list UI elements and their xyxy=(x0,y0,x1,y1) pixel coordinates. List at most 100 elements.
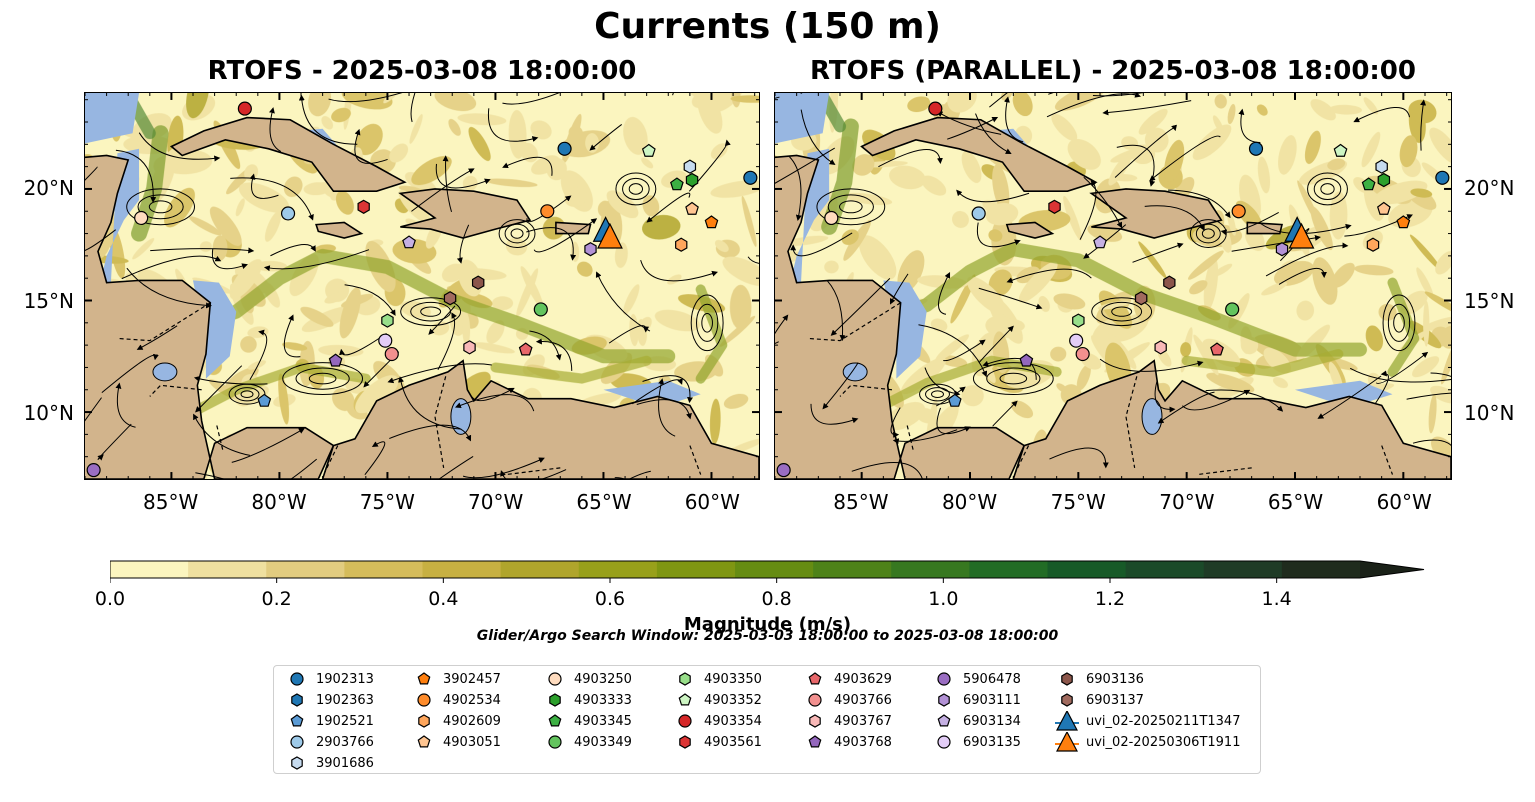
legend-marker-icon xyxy=(937,672,951,686)
colorbar-segment xyxy=(969,561,1048,578)
platform-4903333 xyxy=(1377,172,1391,188)
legend-label: 4903766 xyxy=(834,692,892,708)
land-jamaica xyxy=(1005,221,1055,239)
colorbar-segment xyxy=(891,561,970,578)
platform-4903629 xyxy=(1210,342,1224,356)
legend-item: 2903766 xyxy=(284,732,374,752)
figure-title: Currents (150 m) xyxy=(594,6,941,47)
land-puertorico xyxy=(555,221,592,235)
platform-4903345 xyxy=(1361,177,1376,191)
colorbar-segment xyxy=(1047,561,1127,578)
legend-marker-icon xyxy=(417,672,431,685)
platform-4903350 xyxy=(1072,313,1085,328)
platform-4902609 xyxy=(1366,237,1380,252)
lon-tick-label: 85°W xyxy=(833,490,889,514)
frame-ticks xyxy=(85,93,759,479)
legend-item: uvi_02-20250306T1911 xyxy=(1054,732,1240,752)
land-central xyxy=(775,154,1026,479)
legend-item: 4903345 xyxy=(542,711,632,731)
legend-marker-icon xyxy=(679,735,691,749)
platform-4903561 xyxy=(1048,199,1061,214)
map-panel-rtofs[interactable] xyxy=(84,92,760,480)
legend-label: 4903561 xyxy=(704,734,762,750)
legend-marker-icon xyxy=(1061,693,1073,707)
lon-tick-label: 65°W xyxy=(1267,490,1324,514)
legend-marker-icon xyxy=(808,672,822,685)
legend-item: 4903561 xyxy=(672,732,762,752)
colorbar-tick-label: 0.2 xyxy=(261,588,292,610)
legend-marker-icon xyxy=(417,735,431,748)
map-panel-rtofs-parallel[interactable] xyxy=(774,92,1452,480)
legend-label: 4903768 xyxy=(834,734,892,750)
legend-label: 6903135 xyxy=(963,734,1021,750)
colorbar-segment xyxy=(344,561,423,578)
platform-4903051 xyxy=(685,201,699,215)
platform-4903767 xyxy=(1154,340,1167,355)
legend-label: 2903766 xyxy=(316,734,374,750)
legend-item: 4903354 xyxy=(672,711,762,731)
legend-item: 3902457 xyxy=(411,669,501,689)
lon-tick-label: 75°W xyxy=(1050,490,1106,514)
lon-tick-label: 80°W xyxy=(941,490,998,514)
platform-4902609 xyxy=(675,237,688,252)
platform-4903349 xyxy=(533,302,548,317)
platform-1902313b xyxy=(557,141,572,156)
legend-item: 4903051 xyxy=(411,732,501,752)
land-jamaica xyxy=(315,221,364,239)
colorbar-segment xyxy=(110,561,189,578)
platform-4903352 xyxy=(641,143,656,157)
legend-label: 6903137 xyxy=(1086,692,1144,708)
platform-3901686 xyxy=(1375,159,1388,174)
platform-5906478 xyxy=(776,463,791,478)
platform-markers xyxy=(776,101,1450,478)
land-cuba xyxy=(860,116,1098,192)
land-central xyxy=(85,154,335,479)
platform-4903051 xyxy=(1377,201,1391,215)
platform-6903111 xyxy=(584,242,597,257)
legend-item: 6903135 xyxy=(931,732,1021,752)
legend-label: 4903352 xyxy=(704,692,762,708)
platform-1902313 xyxy=(1435,170,1450,185)
legend-item: 4903352 xyxy=(672,690,762,710)
platform-4903345 xyxy=(670,177,684,191)
colorbar-segment xyxy=(735,561,814,578)
platform-6903137 xyxy=(1134,291,1148,306)
legend-item: 6903136 xyxy=(1054,669,1144,689)
land-cuba xyxy=(169,116,407,192)
legend-marker-icon xyxy=(678,693,692,706)
colorbar-tick-label: 1.0 xyxy=(928,588,959,610)
lat-tick-label-left: 20°N xyxy=(23,176,74,201)
legend-item: 6903137 xyxy=(1054,690,1144,710)
platform-3902457 xyxy=(704,215,719,229)
platform-6903137 xyxy=(443,291,457,306)
colorbar-segment xyxy=(813,561,892,578)
colorbar-tick-label: 1.4 xyxy=(1261,588,1292,610)
legend-label: 4903349 xyxy=(574,734,632,750)
land-southam xyxy=(1012,359,1451,479)
colorbar-segment xyxy=(578,561,658,578)
platform-4903766 xyxy=(384,346,399,362)
lat-tick-label-right: 10°N xyxy=(1464,400,1515,425)
legend-label: uvi_02-20250211T1347 xyxy=(1086,713,1241,729)
legend-marker-icon xyxy=(291,756,303,770)
colorbar-tick-label: 0.0 xyxy=(94,588,126,610)
platform-1902313b xyxy=(1248,141,1264,156)
lon-tick-label: 65°W xyxy=(576,490,632,514)
platform-4902534 xyxy=(540,204,555,219)
current-speed-field xyxy=(775,93,1451,479)
legend-marker-icon xyxy=(937,714,951,727)
platform-6903134 xyxy=(1093,235,1107,249)
legend-item: 4903766 xyxy=(802,690,892,710)
legend-item: uvi_02-20250211T1347 xyxy=(1054,711,1240,731)
lon-tick-label: 60°W xyxy=(684,490,740,514)
legend-label: 6903111 xyxy=(963,692,1021,708)
streamlines xyxy=(775,93,1451,479)
panel-title-rtofs: RTOFS - 2025-03-08 18:00:00 xyxy=(207,56,637,86)
platform-1902521 xyxy=(257,393,272,407)
legend-label: 1902363 xyxy=(316,692,374,708)
streamlines xyxy=(85,93,759,479)
legend-marker-icon xyxy=(548,714,562,727)
legend-label: 1902313 xyxy=(316,671,374,687)
platform-4903768 xyxy=(1019,353,1034,367)
legend-marker-icon xyxy=(549,693,561,707)
